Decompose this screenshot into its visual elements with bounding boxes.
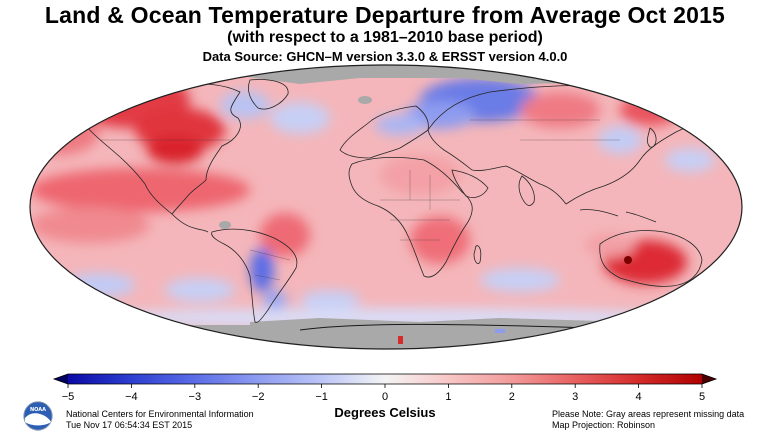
colorbar-tick-label: −3 xyxy=(189,391,202,403)
colorbar-segment xyxy=(511,374,576,384)
colorbar-tick-label: 1 xyxy=(445,391,451,403)
footer-notes: Please Note: Gray areas represent missin… xyxy=(552,409,744,431)
globe-outline xyxy=(29,64,743,350)
colorbar-segment xyxy=(194,374,259,384)
timestamp: Tue Nov 17 06:54:34 EST 2015 xyxy=(66,420,193,430)
colorbar-tick-label: −1 xyxy=(315,391,328,403)
country-borders xyxy=(100,119,620,281)
colorbar: −5 −4 −3 −2 −1 0 1 2 3 4 5 xyxy=(52,373,718,403)
colorbar-tick-label: −2 xyxy=(252,391,265,403)
colorbar-segment xyxy=(68,374,132,384)
noaa-logo-icon: NOAA xyxy=(23,401,53,431)
colorbar-segment xyxy=(575,374,640,384)
missing-data-note: Please Note: Gray areas represent missin… xyxy=(552,409,745,419)
colorbar-min-arrow xyxy=(54,374,68,384)
colorbar-tick-label: −4 xyxy=(125,391,138,403)
org-name: National Centers for Environmental Infor… xyxy=(66,409,254,419)
projection-note: Map Projection: Robinson xyxy=(552,420,656,430)
colorbar-tick-label: 3 xyxy=(572,391,578,403)
colorbar-tick-label: 5 xyxy=(699,391,705,403)
colorbar-segment xyxy=(638,374,703,384)
colorbar-label: Degrees Celsius xyxy=(334,405,436,420)
colorbar-tick-label: −5 xyxy=(62,391,75,403)
colorbar-segment xyxy=(385,374,449,384)
page-title: Land & Ocean Temperature Departure from … xyxy=(44,2,726,28)
australia-hotspot xyxy=(624,256,632,264)
colorbar-tick-label: 2 xyxy=(509,391,515,403)
page-subtitle: (with respect to a 1981–2010 base period… xyxy=(227,29,543,46)
data-source: Data Source: GHCN–M version 3.3.0 & ERSS… xyxy=(202,49,568,64)
colorbar-max-arrow xyxy=(702,374,716,384)
colorbar-tick-label: 0 xyxy=(382,391,388,403)
footer-credits: National Centers for Environmental Infor… xyxy=(66,409,254,431)
colorbar-segment xyxy=(448,374,513,384)
noaa-logo-text: NOAA xyxy=(30,407,46,413)
map-globe xyxy=(30,65,742,349)
colorbar-segment xyxy=(131,374,196,384)
colorbar-segment xyxy=(321,374,386,384)
colorbar-tick-label: 4 xyxy=(636,391,642,403)
colorbar-segment xyxy=(258,374,323,384)
